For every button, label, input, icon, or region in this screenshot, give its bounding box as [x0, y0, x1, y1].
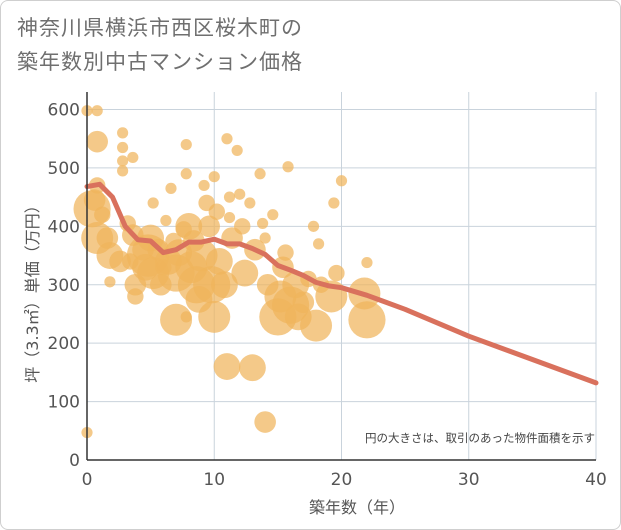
- bubble: [160, 214, 172, 227]
- bubble: [205, 247, 233, 275]
- bubble: [223, 191, 236, 203]
- y-axis-title: 坪（3.3㎡）単価（万円）: [23, 197, 42, 382]
- x-tick-label: 10: [203, 470, 225, 490]
- bubble: [312, 238, 325, 250]
- y-tick-label: 400: [48, 217, 80, 237]
- bubble: [300, 309, 333, 342]
- axes: [86, 92, 596, 461]
- bubble: [198, 215, 220, 238]
- bubble: [282, 161, 294, 173]
- bubble: [117, 127, 129, 139]
- size-note: 円の大きさは、取引のあった物件面積を示す: [365, 431, 595, 445]
- bubble: [254, 168, 266, 180]
- bubble: [104, 276, 116, 288]
- bubble: [239, 354, 266, 382]
- bubble: [277, 244, 294, 261]
- tick-labels: 0 100 200 300 400 500 600 0 10 20 30 40: [48, 101, 607, 490]
- x-tick-label: 20: [331, 470, 353, 490]
- bubble: [259, 232, 271, 244]
- bubble: [223, 211, 236, 224]
- bubble: [231, 144, 243, 157]
- trend-line: [84, 181, 599, 386]
- chart-title: 神奈川県横浜市西区桜木町の 築年数別中古マンション価格: [17, 11, 577, 79]
- bubble: [361, 256, 373, 269]
- y-tick-label: 600: [48, 101, 80, 121]
- bubble-layer: [73, 105, 386, 439]
- bubble: [127, 288, 144, 305]
- bubble: [307, 220, 320, 232]
- x-axis-title: 築年数（年）: [309, 498, 405, 517]
- bubble: [127, 151, 139, 164]
- y-tick-label: 200: [48, 334, 80, 354]
- bubble: [180, 138, 192, 151]
- x-tick-label: 0: [82, 470, 93, 490]
- bubble: [328, 264, 345, 282]
- chart-title-line-2: 築年数別中古マンション価格: [17, 50, 303, 74]
- bubble: [244, 197, 256, 209]
- y-tick-label: 100: [48, 393, 80, 413]
- bubble: [231, 259, 259, 287]
- bubble: [180, 168, 192, 180]
- bubble: [180, 311, 192, 323]
- bubble: [335, 175, 348, 187]
- chart-title-line-1: 神奈川県横浜市西区桜木町の: [17, 16, 303, 40]
- bubble: [208, 203, 225, 220]
- bubble: [208, 171, 220, 183]
- bubble: [267, 209, 279, 221]
- bubble: [73, 190, 111, 228]
- bubble: [198, 300, 231, 333]
- x-tick-label: 30: [458, 470, 480, 490]
- bubble: [165, 182, 177, 194]
- bubble: [292, 291, 315, 314]
- x-tick-label: 40: [585, 470, 607, 490]
- bubble: [234, 188, 246, 200]
- bubble: [328, 197, 340, 209]
- y-tick-label: 0: [69, 451, 80, 471]
- bubble: [198, 179, 210, 192]
- bubble: [86, 130, 108, 153]
- bubble: [147, 197, 159, 209]
- bubble: [91, 105, 103, 117]
- bubble: [348, 301, 386, 339]
- bubble: [221, 133, 233, 145]
- bubble: [117, 165, 129, 177]
- bubble: [234, 218, 251, 235]
- bubble: [117, 155, 129, 167]
- bubble: [257, 217, 269, 230]
- bubble: [213, 353, 241, 380]
- y-tick-label: 300: [48, 276, 80, 296]
- bubble: [211, 271, 238, 299]
- y-tick-label: 500: [48, 159, 80, 179]
- bubble: [254, 411, 276, 433]
- bubble: [117, 141, 129, 154]
